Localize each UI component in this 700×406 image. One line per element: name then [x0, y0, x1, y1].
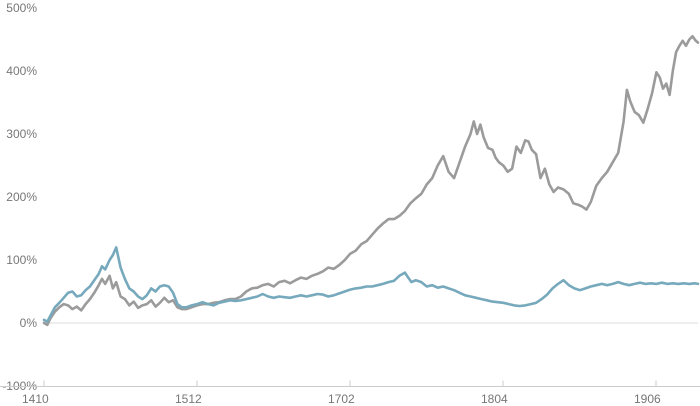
x-axis: 1410 1512 1702 1804 1906 — [0, 380, 700, 406]
series-line-1 — [42, 34, 700, 327]
x-tick-label: 1906 — [634, 392, 661, 406]
y-tick-label: 100% — [6, 253, 37, 267]
y-tick-label: 200% — [6, 190, 37, 204]
series-group — [42, 34, 700, 327]
y-tick-label: 300% — [6, 127, 37, 141]
y-tick-label: 400% — [6, 64, 37, 78]
y-tick-label: 500% — [6, 1, 37, 15]
y-axis-labels: -100%0%100%200%300%400%500% — [2, 1, 37, 393]
x-tick-label: 1702 — [328, 392, 355, 406]
series-line-2 — [42, 246, 700, 324]
x-tick-label: 1410 — [22, 392, 49, 406]
x-tick-label: 1804 — [481, 392, 508, 406]
y-tick-label: 0% — [20, 316, 38, 330]
x-tick-label: 1512 — [175, 392, 202, 406]
